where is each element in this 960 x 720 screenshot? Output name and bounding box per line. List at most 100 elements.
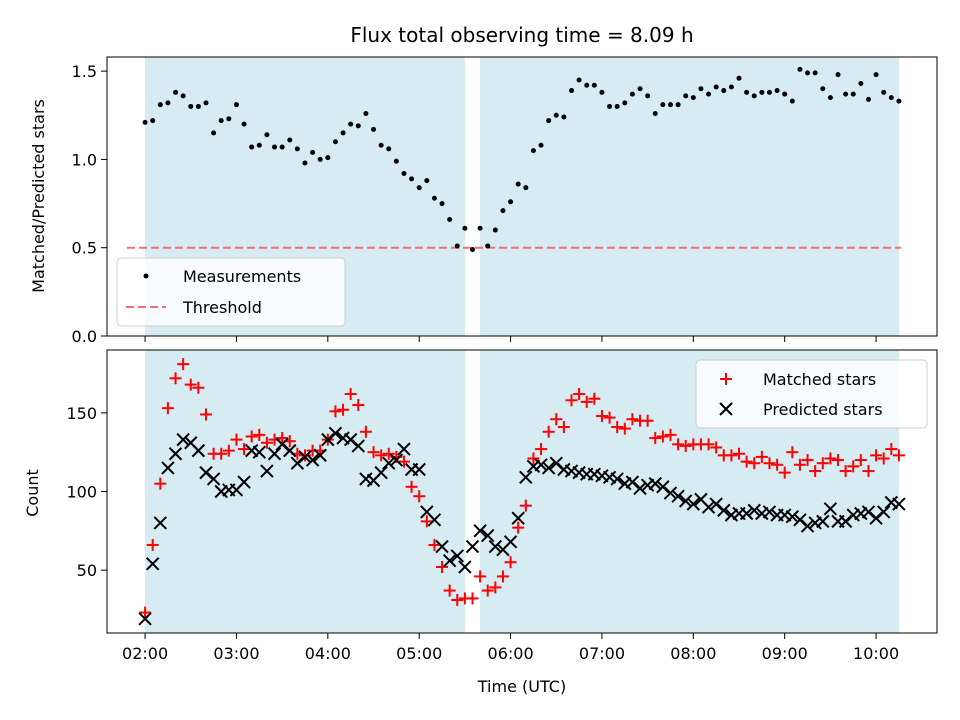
matched-star-point: [382, 447, 395, 460]
matched-star-point: [443, 584, 456, 597]
measurement-point: [645, 93, 651, 99]
legend-predicted-marker: [719, 402, 733, 416]
bottom-shade-0: [145, 350, 465, 633]
bottom-plot-frame: [106, 349, 938, 634]
matched-star-point: [892, 449, 905, 462]
measurement-point: [371, 126, 377, 132]
top-panel: 0.0 0.5 1.0 1.5 Flux total observing time =…: [29, 23, 938, 346]
matched-star-point: [595, 410, 608, 423]
matched-star-point: [763, 457, 776, 470]
measurement-point: [363, 111, 369, 117]
top-shade-1: [480, 57, 899, 336]
measurement-point: [683, 93, 689, 99]
measurement-point: [530, 148, 536, 154]
measurement-point: [622, 100, 628, 106]
predicted-star-point: [435, 539, 449, 554]
bottom-y-tick-label: 100: [66, 483, 97, 502]
matched-star-point: [192, 381, 205, 394]
measurement-point: [454, 243, 460, 249]
matched-star-point: [839, 465, 852, 478]
predicted-star-point: [747, 503, 761, 518]
matched-star-point: [885, 443, 898, 456]
measurement-point: [782, 91, 788, 97]
predicted-star-point: [145, 557, 160, 571]
matched-star-point: [177, 358, 190, 371]
predicted-star-point: [488, 539, 503, 554]
measurement-point: [865, 96, 871, 102]
matched-star-point: [474, 570, 487, 583]
measurement-point: [675, 102, 681, 108]
predicted-star-point: [313, 448, 327, 463]
matched-star-point: [215, 447, 228, 460]
matched-star-point: [253, 428, 266, 441]
measurement-point: [637, 86, 643, 92]
predicted-star-point: [610, 472, 624, 486]
measurement-point: [721, 88, 727, 94]
measurement-point: [401, 171, 407, 177]
matched-star-point: [238, 443, 251, 456]
measurement-point: [393, 158, 399, 164]
matched-star-point: [809, 465, 822, 478]
matched-star-point: [565, 394, 578, 407]
predicted-star-point: [785, 509, 800, 524]
predicted-star-point: [260, 464, 274, 478]
measurement-point: [728, 84, 734, 90]
predicted-star-point: [382, 456, 396, 470]
measurement-point: [744, 89, 750, 95]
measurement-point: [843, 91, 849, 97]
predicted-star-point: [397, 442, 411, 456]
measurement-point: [835, 72, 841, 78]
measurement-point: [759, 89, 765, 95]
predicted-star-point: [633, 481, 647, 496]
legend-matched-marker: [720, 373, 732, 385]
predicted-star-point: [679, 494, 693, 508]
measurement-point: [561, 114, 567, 120]
matched-star-point: [413, 490, 426, 503]
measurement-point: [751, 93, 757, 99]
matched-star-point: [146, 538, 159, 551]
matched-star-point: [618, 422, 631, 435]
measurement-point: [211, 130, 217, 136]
measurement-point: [827, 95, 833, 101]
measurement-point: [165, 100, 171, 106]
predicted-star-point: [823, 502, 838, 516]
legend-threshold-label: Threshold: [182, 298, 262, 317]
matched-star-point: [824, 452, 837, 465]
matched-star-point: [862, 465, 875, 478]
x-tick-label: 05:00: [396, 644, 442, 663]
measurement-point: [667, 102, 673, 108]
matched-star-point: [573, 388, 586, 401]
predicted-star-point: [739, 506, 754, 521]
predicted-star-point: [450, 549, 464, 563]
matched-star-point: [504, 556, 517, 569]
matched-star-point: [832, 454, 845, 467]
top-y-axis-label: Matched/Predicted stars: [29, 99, 48, 293]
matched-star-point: [496, 570, 509, 583]
measurement-point: [599, 89, 605, 95]
matched-star-point: [679, 439, 692, 452]
measurement-point: [820, 86, 826, 92]
matched-star-point: [641, 414, 654, 427]
matched-star-point: [748, 457, 761, 470]
matched-star-point: [733, 447, 746, 460]
top-y-tick-label: 0.0: [72, 327, 97, 346]
bottom-legend-box: [695, 359, 928, 429]
matched-star-point: [512, 521, 525, 534]
predicted-star-point: [534, 458, 548, 472]
predicted-star-point: [465, 539, 480, 554]
predicted-star-point: [176, 432, 190, 447]
top-observing-intervals: [145, 57, 899, 336]
measurement-point: [279, 144, 285, 150]
matched-star-point: [428, 538, 441, 551]
matched-star-point: [260, 436, 273, 449]
predicted-star-point: [541, 461, 556, 475]
measurement-point: [241, 121, 247, 127]
matched-star-point: [329, 405, 342, 418]
predicted-star-point: [686, 497, 701, 511]
measurement-point: [439, 201, 445, 207]
measurement-point: [774, 88, 780, 94]
matched-star-point: [664, 428, 677, 441]
matched-star-point: [199, 408, 212, 421]
